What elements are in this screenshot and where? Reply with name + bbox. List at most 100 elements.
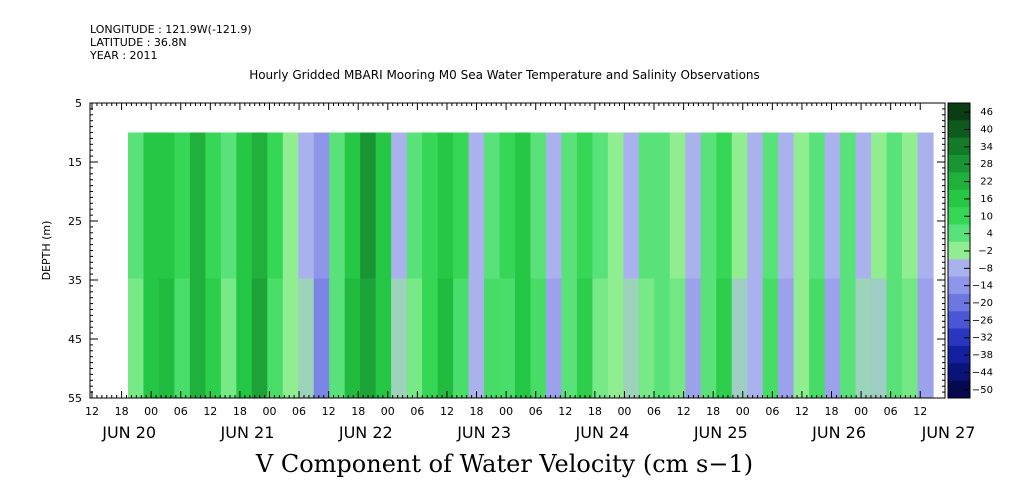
- heatmap-cell: [282, 278, 299, 398]
- heatmap-cell: [298, 278, 315, 398]
- heatmap-cell: [391, 278, 408, 398]
- x-hour-label: 00: [499, 405, 513, 418]
- x-day-label: JUN 21: [220, 423, 275, 442]
- y-axis-label: DEPTH (m): [40, 221, 53, 281]
- colorbar-swatch: [948, 276, 970, 295]
- heatmap-cell: [638, 278, 655, 398]
- heatmap-cell: [530, 278, 547, 398]
- colorbar-label: −44: [972, 367, 993, 378]
- heatmap-cell: [344, 278, 361, 398]
- heatmap-cell: [128, 278, 145, 398]
- colorbar-swatch: [948, 293, 970, 312]
- heatmap-cell: [654, 278, 671, 398]
- x-hour-label: 18: [825, 405, 839, 418]
- heatmap-cell: [143, 278, 160, 398]
- heatmap-cell: [220, 278, 237, 398]
- colorbar: 46 40 34 28 22 16 10 4 −2 −8 −14 −20 −26 −32 −38 −44 −50: [947, 102, 993, 399]
- chart-title: Hourly Gridded MBARI Mooring M0 Sea Wate…: [249, 68, 760, 82]
- heatmap-cell: [499, 278, 516, 398]
- x-day-label: JUN 25: [693, 423, 748, 442]
- colorbar-label: 22: [980, 177, 993, 188]
- colorbar-swatch: [948, 189, 970, 208]
- colorbar-label: 40: [980, 125, 993, 136]
- x-hour-label: 06: [529, 405, 543, 418]
- heatmap-cell: [623, 278, 640, 398]
- heatmap-cell: [685, 278, 702, 398]
- x-hour-label: 00: [144, 405, 158, 418]
- heatmap-cell: [406, 278, 423, 398]
- x-hour-label: 06: [884, 405, 898, 418]
- colorbar-swatch: [948, 103, 970, 121]
- colorbar-label: 10: [980, 211, 993, 222]
- colorbar-label: 28: [980, 159, 993, 170]
- heatmap-cell: [716, 278, 733, 398]
- x-hour-label: 00: [381, 405, 395, 418]
- heatmap-cell: [329, 278, 346, 398]
- heatmap-cell: [731, 278, 748, 398]
- x-hour-label: 12: [913, 405, 927, 418]
- colorbar-label: −32: [972, 333, 993, 344]
- x-hour-label: 12: [85, 405, 99, 418]
- y-tick-label: 25: [68, 215, 82, 228]
- heatmap-cell: [251, 278, 268, 398]
- heatmap-cell: [762, 278, 779, 398]
- x-hour-label: 12: [558, 405, 572, 418]
- colorbar-swatch: [948, 259, 970, 278]
- variable-label: V Component of Water Velocity (cm s−1): [255, 450, 754, 478]
- heatmap-cell: [437, 278, 454, 398]
- colorbar-label: −14: [972, 281, 993, 292]
- x-hour-label: 00: [854, 405, 868, 418]
- heatmap-cell: [778, 278, 795, 398]
- y-tick-label: 45: [68, 333, 82, 346]
- colorbar-label: −38: [972, 350, 993, 361]
- heatmap-cell: [267, 278, 284, 398]
- x-day-label: JUN 23: [456, 423, 511, 442]
- colorbar-swatch: [948, 363, 970, 382]
- heatmap-cell: [917, 278, 934, 398]
- longitude-label: LONGITUDE : 121.9W(-121.9): [90, 23, 252, 36]
- heatmap-cell: [700, 278, 717, 398]
- colorbar-label: −20: [972, 298, 993, 309]
- colorbar-label: 16: [980, 194, 993, 205]
- heatmap-cell: [360, 278, 377, 398]
- heatmap-cell: [576, 278, 594, 398]
- x-hour-label: 18: [706, 405, 720, 418]
- latitude-label: LATITUDE : 36.8N: [90, 36, 187, 49]
- colorbar-label: 4: [987, 229, 993, 240]
- x-day-label: JUN 24: [575, 423, 630, 442]
- heatmap-cell: [855, 278, 872, 398]
- heatmap-cell: [515, 278, 532, 398]
- heatmap-cell: [189, 278, 206, 398]
- colorbar-label: −26: [972, 315, 993, 326]
- colorbar-label: −50: [972, 385, 993, 396]
- heatmap-cell: [669, 278, 686, 398]
- heatmap-cell: [236, 278, 253, 398]
- heatmap-cell: [158, 278, 176, 398]
- x-day-label: JUN 26: [811, 423, 866, 442]
- x-hour-label: 18: [470, 405, 484, 418]
- colorbar-swatch: [948, 137, 970, 156]
- x-hour-label: 06: [647, 405, 661, 418]
- colorbar-swatch: [948, 172, 970, 191]
- x-hour-label: 00: [617, 405, 631, 418]
- x-day-label: JUN 22: [338, 423, 393, 442]
- heatmap-cell: [313, 278, 330, 398]
- colorbar-swatch: [948, 380, 970, 399]
- x-hour-label: 18: [115, 405, 129, 418]
- heatmap-cell: [174, 278, 191, 398]
- colorbar-swatch: [948, 155, 970, 173]
- colorbar-label: 46: [980, 107, 993, 118]
- x-hour-label: 00: [262, 405, 276, 418]
- y-tick-label: 15: [68, 156, 82, 169]
- x-hour-label: 18: [588, 405, 602, 418]
- heatmap-cell: [422, 278, 439, 398]
- y-tick-label: 5: [75, 97, 82, 110]
- x-hour-label: 06: [410, 405, 424, 418]
- x-hour-label: 18: [233, 405, 247, 418]
- colorbar-swatch: [948, 224, 970, 243]
- heatmap-cell: [886, 278, 903, 398]
- x-day-label: JUN 20: [101, 423, 156, 442]
- colorbar-swatch: [948, 311, 970, 330]
- colorbar-swatch: [948, 120, 970, 139]
